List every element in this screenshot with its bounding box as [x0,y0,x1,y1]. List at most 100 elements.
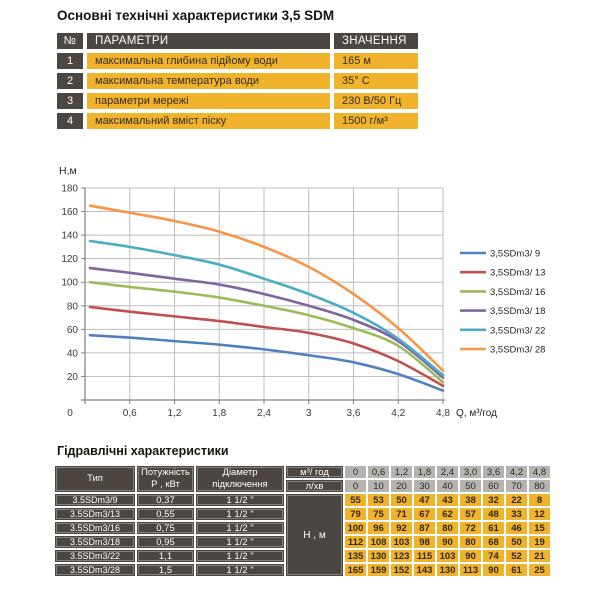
head-value: 80 [437,522,458,534]
chart-canvas: 20 40 60 80 100 120 140 160 180 0 0,6 1,2 1,8 2,4 3 3,6… [59,165,545,419]
y-tick-label: 120 [61,254,78,265]
y-tick-label: 60 [67,325,79,336]
spec-num: 4 [57,113,83,129]
y-tick-label: 20 [67,372,79,383]
hydraulics-row: 3.5SDm3/22 1,1 1 1/2 " 135 130 123 115 1… [55,550,550,562]
head-value: 71 [391,508,412,520]
head-value: 159 [368,564,389,576]
head-value: 8 [529,494,550,506]
head-value: 123 [391,550,412,562]
spec-num: 3 [57,93,83,109]
head-value: 79 [345,508,366,520]
specs-row: 4 максимальний вміст піску 1500 г/м³ [57,113,418,129]
flow-lmin-value: 70 [506,480,527,492]
spec-value: 35° С [334,73,418,89]
x-axis-title: Q, м³/год [456,408,497,419]
series-line-4 [88,239,445,377]
head-value: 152 [391,564,412,576]
flow-m3h-value: 1,2 [391,466,412,478]
series-line-2 [88,280,445,384]
x-tick-label: 1,8 [212,408,226,419]
pump-power: 1,5 [137,564,194,576]
col-header-diameter: Діаметр підключення [196,466,284,492]
spec-value: 165 м [334,53,418,69]
x-tick-label: 4,2 [391,408,405,419]
specs-header-param: ПАРАМЕТРИ [87,33,330,49]
series-line-1 [88,305,445,388]
head-value: 55 [345,494,366,506]
legend-label-0: 3,5SDm3/ 9 [490,249,540,260]
head-value: 21 [529,550,550,562]
y-tick-label: 160 [61,207,78,218]
flow-m3h-value: 3,0 [460,466,481,478]
col-header-power: Потужність Р , кВт [137,466,194,492]
pump-power: 1,1 [137,550,194,562]
head-value: 98 [414,536,435,548]
head-value: 61 [506,564,527,576]
head-value: 53 [368,494,389,506]
head-value: 48 [483,508,504,520]
hydraulics-table: Тип Потужність Р , кВт Діаметр підключен… [53,464,552,578]
specs-row: 3 параметри мережі 230 В/50 Гц [57,93,418,109]
legend-label-3: 3,5SDm3/ 18 [490,306,545,317]
spec-param: параметри мережі [87,93,330,109]
specs-row: 2 максимальна температура води 35° С [57,73,418,89]
flow-m3h-value: 0 [345,466,366,478]
head-value: 90 [460,550,481,562]
head-value: 67 [414,508,435,520]
hydraulics-header-row-2: л/хв 0 10 20 30 40 50 60 70 80 [55,480,550,492]
head-value: 38 [460,494,481,506]
head-value: 130 [437,564,458,576]
y-tick-label: 80 [67,301,79,312]
col-header-type: Тип [55,466,135,492]
head-value: 96 [368,522,389,534]
hydraulics-row: 3.5SDm3/9 0,37 1 1/2 " Н , м 55 53 50 47… [55,494,550,576]
power-label-line1: Потужність [141,467,190,479]
head-value: 115 [414,550,435,562]
y-tick-label: 140 [61,231,78,242]
spec-param: максимальний вміст піску [87,113,330,129]
head-units-label: Н , м [286,494,343,576]
page-title: Основні технічні характеристики 3,5 SDM [57,8,335,23]
legend-label-1: 3,5SDm3/ 13 [490,268,545,279]
hydraulics-header-row-1: Тип Потужність Р , кВт Діаметр підключен… [55,466,550,492]
head-value: 62 [437,508,458,520]
head-value: 103 [391,536,412,548]
series-line-3 [88,266,445,379]
series-line-0 [88,333,445,392]
head-value: 87 [414,522,435,534]
pump-type: 3.5SDm3/16 [55,522,135,534]
spec-value: 1500 г/м³ [334,113,418,129]
specs-table: № ПАРАМЕТРИ ЗНАЧЕННЯ 1 максимальна глиби… [53,29,422,133]
spec-param: максимальна глибина підйому води [87,53,330,69]
power-label-line2: Р , кВт [151,479,180,490]
y-tick-label: 100 [61,278,78,289]
flow-lmin-value: 30 [414,480,435,492]
pump-power: 0,95 [137,536,194,548]
pump-diameter: 1 1/2 " [196,550,284,562]
legend-label-5: 3,5SDm3/ 28 [490,345,545,356]
hydraulics-title: Гідравлічні характеристики [57,444,229,458]
pump-power: 0,75 [137,522,194,534]
flow-m3h-value: 4,8 [529,466,550,478]
series-line-5 [88,204,445,372]
head-value: 100 [345,522,366,534]
flow-lmin-value: 0 [345,480,366,492]
pump-type: 3.5SDm3/28 [55,564,135,576]
head-value: 68 [483,536,504,548]
head-value: 112 [345,536,366,548]
hydraulics-row: 3.5SDm3/18 0,95 1 1/2 " 112 108 103 98 9… [55,536,550,548]
x-tick-label: 3,6 [347,408,361,419]
flow-lmin-value: 80 [529,480,550,492]
flow-m3h-value: 2,4 [437,466,458,478]
head-value: 43 [437,494,458,506]
head-value: 75 [368,508,389,520]
hydraulics-row: 3.5SDm3/13 0,55 1 1/2 " 79 75 71 67 62 5… [55,508,550,520]
head-value: 50 [391,494,412,506]
col-header-flow-m3h: м³/ год [286,466,343,478]
x-tick-label: 1,2 [168,408,182,419]
x-tick-label: 0,6 [123,408,137,419]
head-value: 113 [460,564,481,576]
flow-m3h-value: 3,6 [483,466,504,478]
head-value: 90 [483,564,504,576]
